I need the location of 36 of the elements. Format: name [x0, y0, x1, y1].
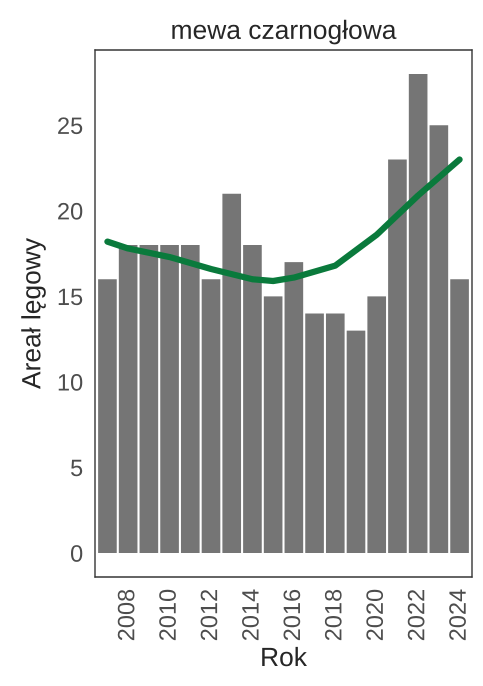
- x-tick-label: 2010: [159, 590, 176, 640]
- bar: [430, 125, 448, 554]
- x-axis-title: Rok: [262, 646, 307, 666]
- bar: [450, 279, 469, 554]
- x-tick-label: 2012: [200, 590, 218, 640]
- bar: [202, 279, 220, 554]
- bar: [346, 330, 366, 554]
- x-tick-label: 2016: [283, 590, 300, 640]
- x-tick-label: 2020: [366, 590, 384, 640]
- x-tick-label: 2018: [324, 590, 342, 640]
- bar: [305, 314, 324, 554]
- x-tick-label: 2022: [408, 590, 424, 640]
- y-tick-label: 10: [58, 374, 82, 391]
- bar: [160, 245, 179, 554]
- bar: [367, 296, 386, 554]
- x-tick-label: 2008: [118, 590, 134, 640]
- y-tick-label: 5: [71, 460, 82, 476]
- y-tick-label: 25: [58, 117, 82, 134]
- x-tick-label: 2024: [449, 589, 466, 640]
- y-tick-label: 20: [58, 202, 82, 220]
- bar: [180, 245, 200, 554]
- y-tick-label: 0: [70, 545, 82, 562]
- x-tick-label: 2014: [242, 589, 259, 640]
- y-tick-label: 15: [58, 288, 82, 306]
- bar: [118, 245, 138, 554]
- bar: [98, 279, 117, 554]
- bar: [222, 194, 242, 554]
- bar: [284, 262, 304, 554]
- bar: [264, 296, 282, 554]
- bar: [408, 74, 428, 554]
- bar: [326, 314, 345, 554]
- chart-title: mewa czarnogłowa: [172, 20, 396, 44]
- bar: [140, 245, 158, 554]
- y-axis-title: Areał lęgowy: [21, 238, 46, 389]
- bar: [243, 245, 262, 554]
- bar: [388, 160, 407, 554]
